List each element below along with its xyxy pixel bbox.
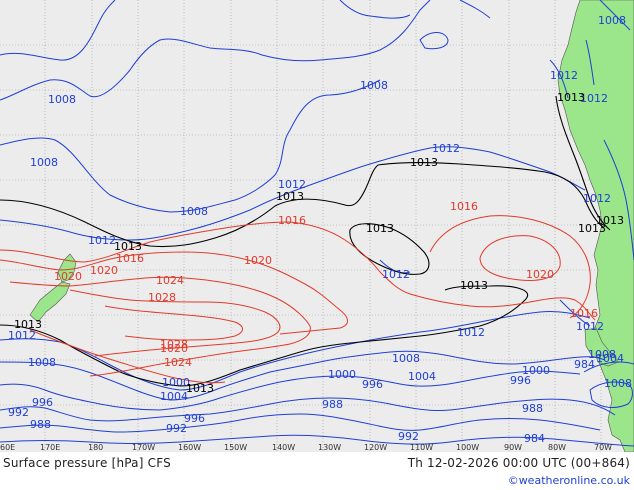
isobar-label: 1016 — [570, 307, 598, 320]
isobar-label: 1008 — [48, 93, 76, 106]
longitude-tick-label: 170E — [40, 443, 60, 452]
longitude-tick-label: 150W — [224, 443, 247, 452]
isobar-label: 996 — [362, 378, 383, 391]
map-footer: Surface pressure [hPa] CFS Th 12-02-2026… — [0, 452, 634, 490]
valid-time: Th 12-02-2026 00:00 UTC (00+864) — [407, 456, 630, 470]
longitude-tick-label: 110W — [410, 443, 433, 452]
isobar-label: 1012 — [550, 69, 578, 82]
longitude-tick-label: 60E — [0, 443, 15, 452]
isobar-label: 1013 — [410, 156, 438, 169]
map-title: Surface pressure [hPa] CFS — [3, 456, 171, 470]
isobar-label: 1004 — [596, 352, 624, 365]
isobar-label: 1013 — [596, 214, 624, 227]
isobar-label: 1012 — [278, 178, 306, 191]
ocean-background — [0, 0, 634, 452]
isobar-label: 1020 — [54, 270, 82, 283]
longitude-tick-label: 120W — [364, 443, 387, 452]
isobar-label: 1016 — [450, 200, 478, 213]
isobar-label: 1016 — [116, 252, 144, 265]
isobar-label: 1008 — [604, 377, 632, 390]
isobar-label: 992 — [398, 430, 419, 443]
isobar-label: 1020 — [160, 342, 188, 355]
longitude-tick-label: 170W — [132, 443, 155, 452]
isobar-label: 1008 — [30, 156, 58, 169]
isobar-labels: 1008100810121008100810121012100810121012… — [8, 14, 632, 445]
isobar-label: 1013 — [557, 91, 585, 104]
isobar-label: 992 — [8, 406, 29, 419]
isobar-label: 1008 — [588, 348, 616, 361]
isobar-label: 1016 — [278, 214, 306, 227]
isobar-label: 1008 — [392, 352, 420, 365]
isobar-label: 1020 — [90, 264, 118, 277]
isobar-label: 996 — [510, 374, 531, 387]
isobar-label: 1012 — [8, 329, 36, 342]
isobar-label: 1013 — [186, 382, 214, 395]
longitude-tick-label: 80W — [548, 443, 566, 452]
longitude-tick-label: 70W — [594, 443, 612, 452]
isobar-label: 1028 — [148, 291, 176, 304]
isobar-label: 1012 — [580, 92, 608, 105]
south-america-coast — [557, 0, 634, 452]
longitude-tick-labels: 60E 170E 180 170W 160W 150W 140W 130W 120W 110W 10… — [0, 443, 612, 452]
isobars-high — [0, 215, 596, 384]
isobar-label: 1008 — [598, 14, 626, 27]
isobar-label: 988 — [522, 402, 543, 415]
isobar-label: 1008 — [360, 79, 388, 92]
isobar-label: 1000 — [522, 364, 550, 377]
isobar-label: 1004 — [160, 390, 188, 403]
isobar-label: 1012 — [432, 142, 460, 155]
isobar-label: 1024 — [164, 356, 192, 369]
longitude-tick-label: 140W — [272, 443, 295, 452]
isobar-label: 1004 — [408, 370, 436, 383]
isobar-label: 1020 — [244, 254, 272, 267]
isobar-label: 992 — [166, 422, 187, 435]
credit-link[interactable]: ©weatheronline.co.uk — [507, 474, 630, 487]
longitude-tick-label: 130W — [318, 443, 341, 452]
isobars-low — [0, 0, 634, 447]
isobar-label: 1013 — [460, 279, 488, 292]
longitude-tick-label: 160W — [178, 443, 201, 452]
isobar-label: 1012 — [576, 320, 604, 333]
longitude-tick-label: 100W — [456, 443, 479, 452]
isobar-label: 1008 — [180, 205, 208, 218]
isobar-label: 1013 — [366, 222, 394, 235]
isobars-1013 — [0, 95, 611, 387]
tierra-del-fuego — [595, 353, 619, 367]
isobar-label: 1013 — [276, 190, 304, 203]
isobar-label: 1012 — [88, 234, 116, 247]
isobar-label: 1028 — [160, 338, 188, 351]
isobar-label: 996 — [184, 412, 205, 425]
isobar-label: 1012 — [583, 192, 611, 205]
isobar-label: 1012 — [457, 326, 485, 339]
pressure-map: 1008100810121008100810121012100810121012… — [0, 0, 634, 452]
isobar-label: 1020 — [526, 268, 554, 281]
isobar-label: 996 — [32, 396, 53, 409]
isobar-label: 984 — [574, 358, 595, 371]
isobar-label: 988 — [322, 398, 343, 411]
isobar-label: 1000 — [162, 376, 190, 389]
new-zealand-south-island — [29, 281, 71, 323]
isobar-label: 1013 — [578, 222, 606, 235]
longitude-tick-label: 180 — [88, 443, 103, 452]
isobar-label: 1013 — [114, 240, 142, 253]
isobar-label: 1008 — [28, 356, 56, 369]
longitude-tick-label: 90W — [504, 443, 522, 452]
isobar-label: 988 — [30, 418, 51, 431]
isobar-label: 1024 — [156, 274, 184, 287]
isobar-label: 984 — [524, 432, 545, 445]
isobar-label: 1012 — [382, 268, 410, 281]
isobar-label: 1000 — [328, 368, 356, 381]
isobar-label: 1013 — [14, 318, 42, 331]
